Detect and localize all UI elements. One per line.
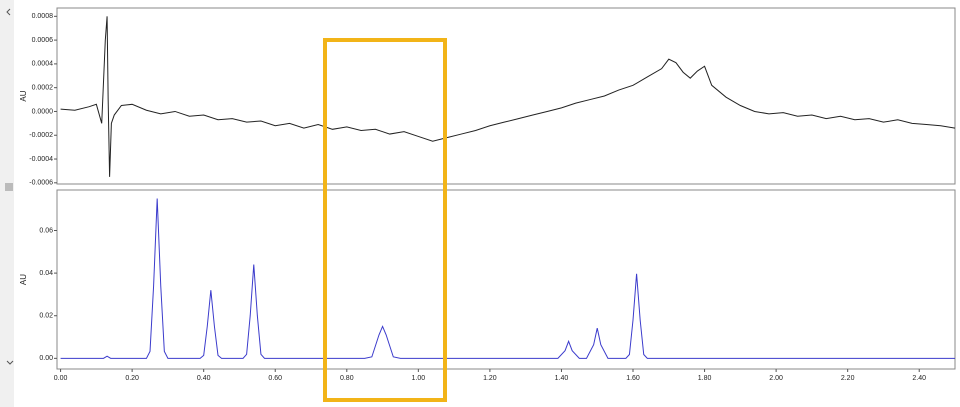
y-tick-label: -0.0004 [29, 156, 53, 163]
scroll-up-arrow[interactable] [6, 8, 11, 16]
x-tick-label: 2.20 [841, 375, 855, 382]
x-tick-label: 1.00 [412, 375, 426, 382]
y-tick-label: -0.0006 [29, 180, 53, 187]
x-tick-label: 0.60 [268, 375, 282, 382]
x-tick-label: 1.40 [555, 375, 569, 382]
y-tick-label: 0.02 [39, 313, 53, 320]
y-tick-label: 0.0000 [32, 108, 54, 115]
x-tick-label: 0.40 [197, 375, 211, 382]
x-tick-label: 1.20 [483, 375, 497, 382]
plot-frame [56, 189, 956, 370]
splitter-handle[interactable] [5, 183, 13, 191]
x-tick-label: 2.00 [769, 375, 783, 382]
plot-frame [56, 7, 956, 185]
y-tick-label: 0.0002 [32, 85, 54, 92]
scroll-down-arrow[interactable] [6, 360, 14, 365]
y-tick-label: 0.0008 [32, 13, 54, 20]
trace-line [60, 16, 956, 177]
y-tick-label: 0.0006 [32, 37, 54, 44]
y-tick-label: 0.00 [39, 355, 53, 362]
y-tick-label: 0.06 [39, 227, 53, 234]
y-axis-label: AU [19, 90, 28, 101]
y-tick-label: 0.04 [39, 270, 53, 277]
x-tick-label: 0.80 [340, 375, 354, 382]
x-tick-label: 0.00 [54, 375, 68, 382]
x-tick-label: 1.60 [626, 375, 640, 382]
y-axis-label: AU [19, 274, 28, 285]
y-tick-label: -0.0002 [29, 132, 53, 139]
side-scrollbar [0, 0, 14, 407]
trace-line [60, 198, 955, 359]
y-tick-label: 0.0004 [32, 61, 54, 68]
x-tick-label: 2.40 [912, 375, 926, 382]
x-tick-label: 1.80 [698, 375, 712, 382]
x-tick-label: 0.20 [125, 375, 139, 382]
highlight-box [323, 38, 447, 402]
